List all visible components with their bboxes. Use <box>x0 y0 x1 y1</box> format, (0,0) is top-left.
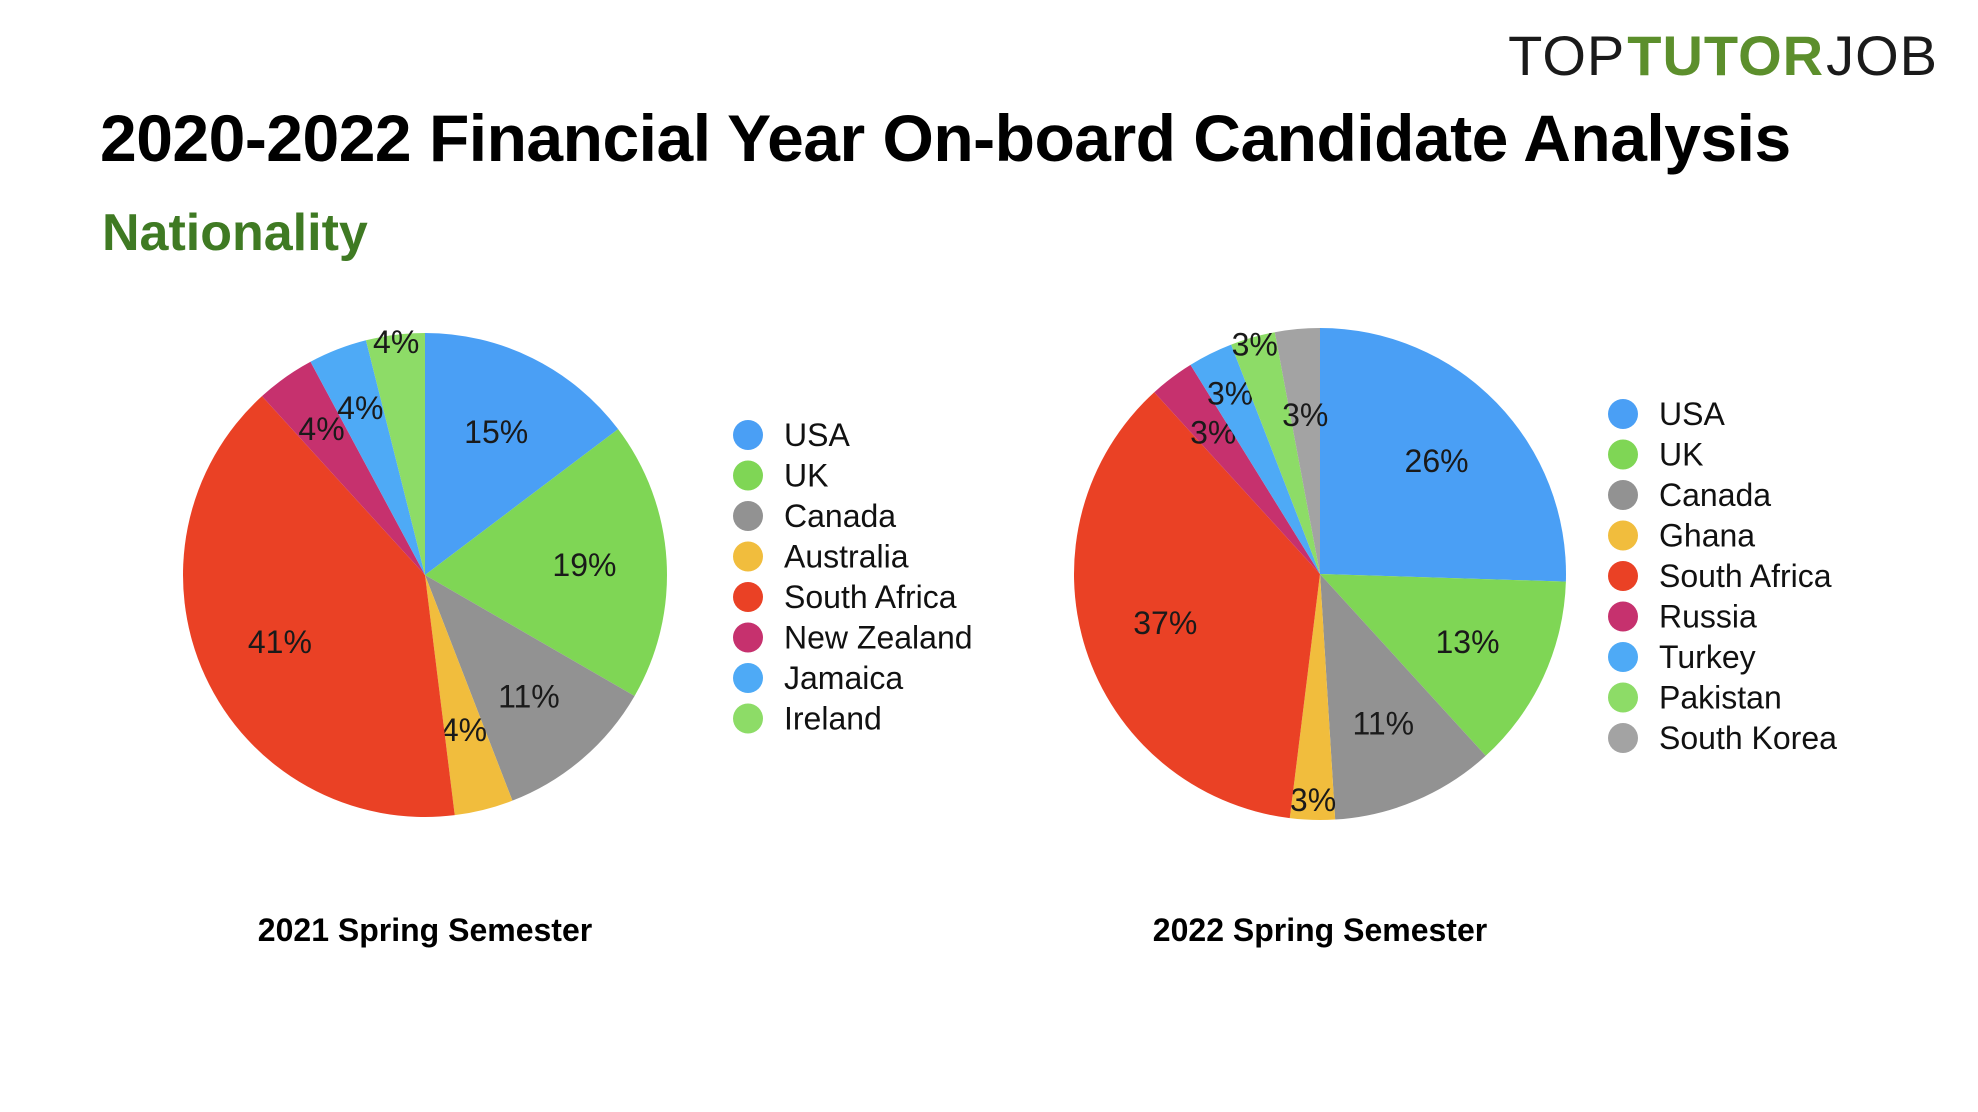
pie-slice-pakistan <box>1231 332 1320 574</box>
slice-value-label-ghana: 3% <box>1290 782 1336 818</box>
pie-slice-south-africa <box>1074 392 1320 819</box>
slice-value-label-south-korea: 3% <box>1282 397 1328 433</box>
legend-swatch-south-africa <box>733 582 763 612</box>
pie-chart-2021: 15%19%11%4%41%4%4%4%USAUKCanadaAustralia… <box>183 324 973 817</box>
legend-label-jamaica: Jamaica <box>784 660 903 696</box>
pie-slice-canada <box>1320 574 1486 820</box>
pie-slice-south-africa <box>183 396 455 817</box>
legend-label-usa: USA <box>1659 396 1725 432</box>
pie-slice-turkey <box>1190 344 1320 574</box>
legend-swatch-uk <box>733 460 763 491</box>
legend-swatch-ireland <box>733 703 763 734</box>
slice-value-label-usa: 15% <box>464 414 528 450</box>
pie-slice-usa <box>425 333 619 575</box>
pie-slice-south-korea <box>1274 328 1320 574</box>
legend-label-russia: Russia <box>1659 599 1757 635</box>
legend-label-ghana: Ghana <box>1659 518 1755 554</box>
legend-label-new-zealand: New Zealand <box>784 620 973 656</box>
pie-slice-uk <box>1320 574 1566 756</box>
legend-swatch-jamaica <box>733 663 763 693</box>
legend-swatch-turkey <box>1608 642 1638 672</box>
legend-label-ireland: Ireland <box>784 701 882 737</box>
slice-value-label-uk: 19% <box>552 547 616 583</box>
legend-label-uk: UK <box>1659 437 1703 473</box>
page-subtitle: Nationality <box>102 204 368 262</box>
pie-slice-canada <box>425 575 635 801</box>
legend-swatch-south-korea <box>1608 723 1638 753</box>
pie-slice-uk <box>425 429 667 696</box>
legend-swatch-canada <box>733 501 763 531</box>
chart-caption-2021: 2021 Spring Semester <box>257 912 593 948</box>
legend-swatch-new-zealand <box>733 622 763 653</box>
legend-label-south-korea: South Korea <box>1659 720 1837 756</box>
legend-swatch-australia <box>733 541 763 572</box>
legend-swatch-pakistan <box>1608 682 1638 713</box>
legend-swatch-south-africa <box>1608 561 1638 591</box>
legend-label-pakistan: Pakistan <box>1659 680 1782 716</box>
pie-slice-ghana <box>1289 574 1336 820</box>
legend-label-australia: Australia <box>784 539 909 575</box>
logo-text-tutor: TUTOR <box>1627 24 1825 87</box>
pie-slice-russia <box>1154 364 1320 574</box>
pie-slice-jamaica <box>310 340 425 575</box>
logo-text-top: TOP <box>1508 24 1626 87</box>
legend-label-canada: Canada <box>1659 477 1771 513</box>
logo-text-job: JOB <box>1826 24 1938 87</box>
slice-value-label-usa: 26% <box>1405 443 1469 479</box>
legend-label-canada: Canada <box>784 498 896 534</box>
page-title: 2020-2022 Financial Year On-board Candid… <box>100 101 1791 175</box>
slice-value-label-uk: 13% <box>1435 624 1499 660</box>
slice-value-label-jamaica: 4% <box>337 390 383 426</box>
pie-slice-new-zealand <box>261 361 425 575</box>
pie-slice-australia <box>425 575 513 816</box>
pie-slice-ireland <box>365 333 425 575</box>
legend-swatch-russia <box>1608 601 1638 632</box>
legend-label-uk: UK <box>784 458 828 494</box>
slice-value-label-canada: 11% <box>498 678 560 714</box>
legend-label-usa: USA <box>784 417 850 453</box>
slice-value-label-new-zealand: 4% <box>298 411 344 447</box>
legend-label-turkey: Turkey <box>1659 639 1756 675</box>
legend-swatch-uk <box>1608 439 1638 470</box>
slice-value-label-australia: 4% <box>441 712 487 748</box>
chart-caption-2022: 2022 Spring Semester <box>1152 912 1488 948</box>
slice-value-label-south-africa: 41% <box>248 624 312 660</box>
slice-value-label-ireland: 4% <box>373 324 419 360</box>
legend-swatch-usa <box>733 420 763 450</box>
slice-value-label-pakistan: 3% <box>1232 326 1278 362</box>
legend-swatch-ghana <box>1608 520 1638 551</box>
slice-value-label-canada: 11% <box>1352 706 1414 742</box>
pie-chart-2022: 26%13%11%3%37%3%3%3%3% USAUKCanadaGhanaSo… <box>1074 326 1837 820</box>
slice-value-label-south-africa: 37% <box>1133 605 1197 641</box>
legend-swatch-canada <box>1608 480 1638 510</box>
legend-swatch-usa <box>1608 399 1638 429</box>
brand-logo: TOPTUTORJOB <box>1508 28 1938 84</box>
legend-label-south-africa: South Africa <box>784 579 957 615</box>
pie-slice-usa <box>1320 328 1566 582</box>
legend-label-south-africa: South Africa <box>1659 558 1832 594</box>
